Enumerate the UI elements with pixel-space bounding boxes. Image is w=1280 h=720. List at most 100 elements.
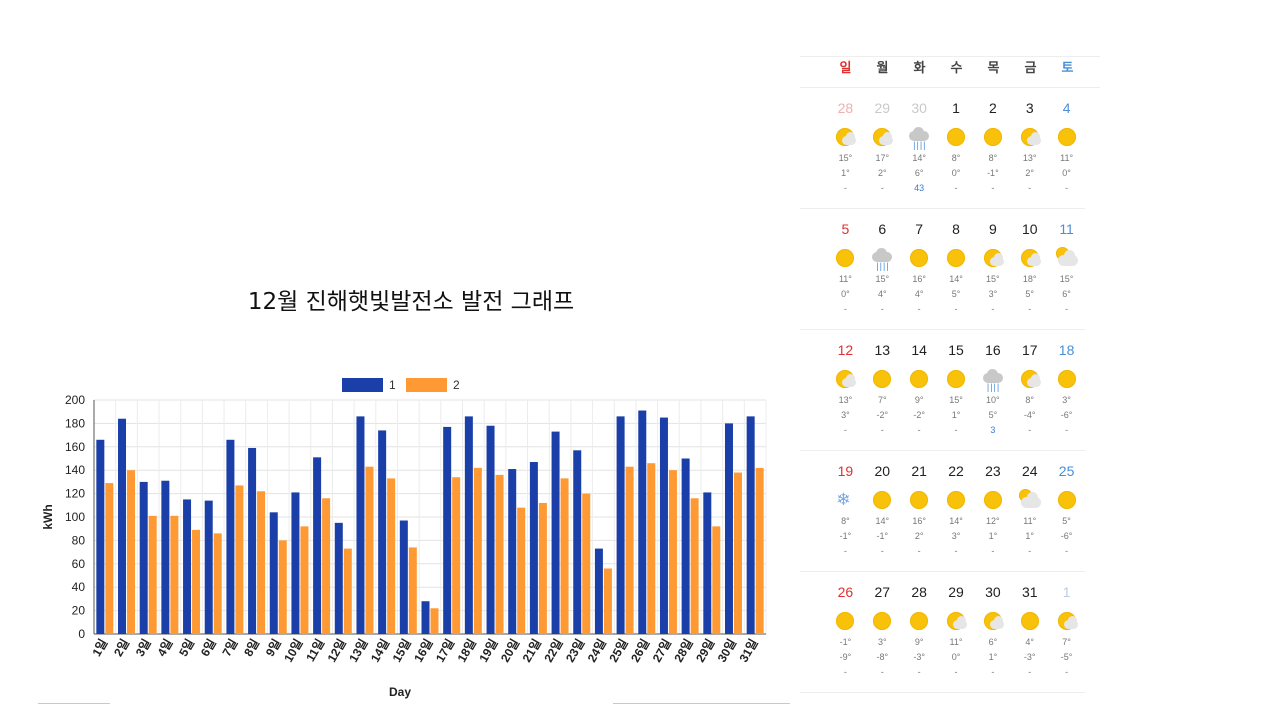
calendar-day-cell[interactable]: 12 13° 3° - <box>827 330 864 450</box>
calendar-day-cell[interactable]: 26 -1° -9° - <box>827 572 864 692</box>
bar-series-2 <box>668 470 677 634</box>
y-tick-label: 100 <box>65 510 85 524</box>
calendar-day-cell[interactable]: 27 3° -8° - <box>864 572 901 692</box>
day-number: 20 <box>874 463 891 479</box>
bar-series-2 <box>712 526 721 634</box>
high-temp: 4° <box>1025 637 1035 647</box>
day-number: 31 <box>1021 584 1038 600</box>
bar-series-1 <box>313 457 322 634</box>
calendar-day-cell[interactable]: 6 |||| 15° 4° - <box>864 209 901 329</box>
bar-series-1 <box>703 492 712 634</box>
sunny-icon <box>871 489 893 511</box>
calendar-day-cell[interactable]: 9 15° 3° - <box>974 209 1011 329</box>
precipitation: - <box>843 546 847 556</box>
y-tick-label: 80 <box>72 533 86 547</box>
calendar-day-cell[interactable]: 5 11° 0° - <box>827 209 864 329</box>
low-temp: 3° <box>988 289 998 299</box>
precipitation: - <box>1028 425 1032 435</box>
x-tick-label: 6일 <box>198 637 219 659</box>
calendar-day-cell[interactable]: 15 15° 1° - <box>938 330 975 450</box>
calendar-day-cell[interactable]: 18 3° -6° - <box>1048 330 1085 450</box>
sunny-icon <box>908 247 930 269</box>
y-tick-label: 160 <box>65 440 85 454</box>
calendar-day-cell[interactable]: 10 18° 5° - <box>1011 209 1048 329</box>
bar-chart: 0 20 40 60 80 100 120 140 160 180 200 1일 2일 3일 4일 5일 6일 7… <box>41 378 767 699</box>
bar-series-1 <box>118 418 127 634</box>
bar-series-2 <box>495 474 504 634</box>
calendar-day-cell[interactable]: 4 11° 0° - <box>1048 88 1085 208</box>
calendar-day-cell[interactable]: 30 6° 1° - <box>974 572 1011 692</box>
calendar-day-cell[interactable]: 3 13° 2° - <box>1011 88 1048 208</box>
day-number: 24 <box>1021 463 1038 479</box>
calendar-day-cell[interactable]: 16 |||| 10° 5° 3 <box>974 330 1011 450</box>
day-number: 5 <box>841 221 850 237</box>
calendar-day-cell[interactable]: 23 12° 1° - <box>974 451 1011 571</box>
bar-series-1 <box>96 439 105 634</box>
bar-series-2 <box>148 515 157 634</box>
precipitation: - <box>1028 546 1032 556</box>
calendar-day-cell[interactable]: 28 9° -3° - <box>901 572 938 692</box>
calendar-day-cell[interactable]: 19 ❄ 8° -1° - <box>827 451 864 571</box>
calendar-day-cell[interactable]: 2 8° -1° - <box>974 88 1011 208</box>
calendar-day-cell[interactable]: 17 8° -4° - <box>1011 330 1048 450</box>
precipitation: - <box>1065 304 1069 314</box>
calendar-day-cell[interactable]: 28 15° 1° - <box>827 88 864 208</box>
x-tick-label: 19일 <box>476 637 500 665</box>
bar-series-1 <box>724 423 733 634</box>
calendar-day-cell[interactable]: 29 11° 0° - <box>938 572 975 692</box>
bar-series-1 <box>486 425 495 634</box>
calendar-day-cell[interactable]: 1 7° -5° - <box>1048 572 1085 692</box>
precipitation: - <box>954 546 958 556</box>
calendar-day-cell[interactable]: 30 |||| 14° 6° 43 <box>901 88 938 208</box>
bar-series-1 <box>269 512 278 634</box>
day-number: 25 <box>1058 463 1075 479</box>
calendar-day-cell[interactable]: 7 16° 4° - <box>901 209 938 329</box>
low-temp: -9° <box>839 652 852 662</box>
high-temp: 3° <box>1062 395 1071 405</box>
precipitation: - <box>917 546 921 556</box>
high-temp: 13° <box>1022 153 1037 163</box>
calendar-day-cell[interactable]: 14 9° -2° - <box>901 330 938 450</box>
calendar-day-cell[interactable]: 11 15° 6° - <box>1048 209 1085 329</box>
bar-series-1 <box>399 520 408 634</box>
day-number: 14 <box>911 342 927 358</box>
legend-label: 2 <box>453 378 460 392</box>
calendar-day-cell[interactable]: 24 11° 1° - <box>1011 451 1048 571</box>
high-temp: 8° <box>1025 395 1035 405</box>
bar-series-1 <box>183 499 192 634</box>
weekday-label: 금 <box>1024 60 1037 75</box>
precipitation: - <box>991 183 995 193</box>
calendar-day-cell[interactable]: 13 7° -2° - <box>864 330 901 450</box>
y-tick-label: 120 <box>65 487 85 501</box>
bar-series-2 <box>105 483 114 634</box>
calendar-day-cell[interactable]: 25 5° -6° - <box>1048 451 1085 571</box>
x-tick-label: 21일 <box>520 637 544 665</box>
precipitation: - <box>917 304 921 314</box>
day-number: 28 <box>837 100 854 116</box>
calendar-day-cell[interactable]: 8 14° 5° - <box>938 209 975 329</box>
high-temp: 11° <box>1023 516 1037 526</box>
high-temp: 7° <box>1062 637 1071 647</box>
bar-series-2 <box>387 478 396 634</box>
precipitation: - <box>954 304 958 314</box>
day-number: 23 <box>985 463 1001 479</box>
bar-series-2 <box>192 529 201 634</box>
day-number: 12 <box>837 342 854 358</box>
high-temp: 12° <box>986 516 1000 526</box>
x-tick-label: 10일 <box>281 637 305 665</box>
high-temp: 7° <box>877 395 887 405</box>
bar-series-2 <box>473 467 482 634</box>
calendar-day-cell[interactable]: 20 14° -1° - <box>864 451 901 571</box>
calendar-day-cell[interactable]: 1 8° 0° - <box>938 88 975 208</box>
partly-cloudy-icon <box>1056 610 1078 632</box>
low-temp: 5° <box>951 289 961 299</box>
partly-cloudy-icon <box>1019 368 1041 390</box>
day-number: 22 <box>948 463 964 479</box>
low-temp: -1° <box>876 531 889 541</box>
calendar-day-cell[interactable]: 22 14° 3° - <box>938 451 975 571</box>
calendar-day-cell[interactable]: 29 17° 2° - <box>864 88 901 208</box>
low-temp: 5° <box>1025 289 1035 299</box>
calendar-day-cell[interactable]: 21 16° 2° - <box>901 451 938 571</box>
calendar-day-cell[interactable]: 31 4° -3° - <box>1011 572 1048 692</box>
bar-series-1 <box>443 426 452 634</box>
